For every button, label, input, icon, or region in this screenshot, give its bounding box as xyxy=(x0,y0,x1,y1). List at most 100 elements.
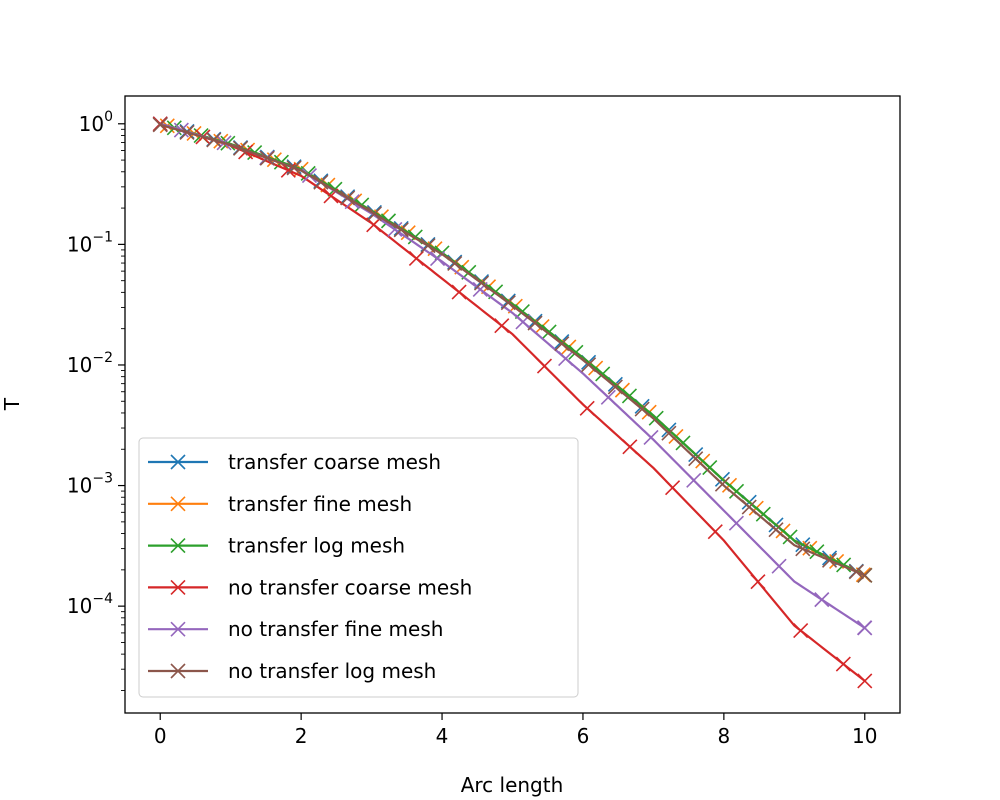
series-marker xyxy=(848,564,864,580)
legend-label: no transfer coarse mesh xyxy=(228,575,472,599)
legend-marker xyxy=(170,663,186,679)
y-tick-label: 10−3 xyxy=(67,471,113,498)
y-tick-exponent: −1 xyxy=(92,229,113,245)
legend-item: transfer log mesh xyxy=(148,534,405,558)
axes-frame xyxy=(124,95,901,714)
series-marker xyxy=(420,238,436,254)
series-marker xyxy=(579,400,595,416)
y-tick-label: 10−1 xyxy=(67,229,113,256)
y-tick-base: 10 xyxy=(67,474,92,498)
legend-box xyxy=(138,437,579,698)
y-tick-exponent: −2 xyxy=(92,350,113,366)
legend: transfer coarse mesh transfer fine mesh tr… xyxy=(138,437,579,698)
y-axis-label: T xyxy=(0,397,24,411)
y-tick-base: 10 xyxy=(67,232,92,256)
series-marker xyxy=(451,284,467,300)
series-marker xyxy=(857,620,873,636)
series-line xyxy=(159,122,866,682)
series-marker xyxy=(621,388,638,404)
legend-item: no transfer coarse mesh xyxy=(148,575,472,599)
x-tick-label: 0 xyxy=(154,724,167,748)
legend-label: no transfer fine mesh xyxy=(228,617,443,641)
series-marker xyxy=(688,451,704,467)
series-marker xyxy=(661,425,677,441)
legend-label: transfer coarse mesh xyxy=(228,450,441,474)
series-marker xyxy=(707,524,723,540)
series-marker xyxy=(607,379,623,395)
series-marker xyxy=(595,366,611,382)
series-marker xyxy=(500,295,516,311)
series-marker xyxy=(814,592,830,608)
series-marker xyxy=(836,557,852,573)
x-tick-label: 6 xyxy=(577,724,590,748)
series-marker xyxy=(714,476,731,492)
series-marker xyxy=(340,190,356,206)
legend-marker xyxy=(170,454,186,470)
series-marker xyxy=(622,439,638,455)
series-marker xyxy=(581,357,597,373)
series-marker xyxy=(857,567,873,583)
series-marker xyxy=(755,506,771,522)
y-tick-base: 10 xyxy=(79,112,104,136)
series-marker xyxy=(259,150,275,166)
series-layer xyxy=(152,116,873,689)
series-marker xyxy=(821,552,838,568)
series-marker xyxy=(286,160,302,176)
series-marker xyxy=(536,358,553,374)
x-axis: 0 2 4 6 8 10 xyxy=(154,713,877,748)
series-marker xyxy=(232,140,249,156)
series-marker xyxy=(665,480,681,496)
series-marker xyxy=(527,315,543,331)
y-tick-label: 100 xyxy=(79,109,113,136)
series-marker xyxy=(393,222,409,238)
x-tick-label: 8 xyxy=(717,724,730,748)
series-marker xyxy=(558,351,574,367)
series-marker xyxy=(648,410,664,426)
legend-marker xyxy=(170,579,186,595)
series-marker xyxy=(473,275,490,291)
series-marker xyxy=(795,541,811,557)
series-marker xyxy=(366,206,382,222)
series-marker xyxy=(782,529,798,545)
legend-label: no transfer log mesh xyxy=(228,659,436,683)
legend-label: transfer log mesh xyxy=(228,534,405,558)
series-marker xyxy=(771,558,787,574)
x-tick-label: 10 xyxy=(852,724,877,748)
series-marker xyxy=(600,389,616,405)
y-tick-label: 10−4 xyxy=(67,591,113,618)
series-marker xyxy=(702,460,718,476)
series-marker xyxy=(728,515,744,531)
series-6 xyxy=(152,117,873,583)
legend-marker xyxy=(170,496,186,512)
series-marker xyxy=(750,574,766,590)
series-marker xyxy=(741,499,757,515)
series-marker xyxy=(686,472,702,488)
series-marker xyxy=(179,124,195,140)
series-marker xyxy=(313,174,329,190)
y-tick-base: 10 xyxy=(67,594,92,618)
legend-item: no transfer fine mesh xyxy=(148,617,443,641)
series-marker xyxy=(494,318,510,334)
series-marker xyxy=(408,250,424,266)
x-axis-label: Arc length xyxy=(461,773,564,797)
series-marker xyxy=(643,429,659,446)
legend-item: transfer coarse mesh xyxy=(148,450,441,474)
legend-marker xyxy=(170,621,186,637)
y-tick-exponent: −4 xyxy=(92,591,113,607)
legend-item: transfer fine mesh xyxy=(148,492,412,516)
x-tick-label: 4 xyxy=(436,724,449,748)
y-tick-exponent: 0 xyxy=(104,109,113,125)
series-marker xyxy=(793,622,809,639)
series-marker xyxy=(206,132,222,148)
series-marker xyxy=(857,673,873,689)
series-marker xyxy=(447,255,463,271)
series-marker xyxy=(675,435,691,451)
series-marker xyxy=(152,117,168,133)
x-tick-label: 2 xyxy=(295,724,308,748)
series-marker xyxy=(554,336,570,352)
series-marker xyxy=(387,221,403,237)
legend-item: no transfer log mesh xyxy=(148,659,436,683)
series-marker xyxy=(768,522,784,538)
